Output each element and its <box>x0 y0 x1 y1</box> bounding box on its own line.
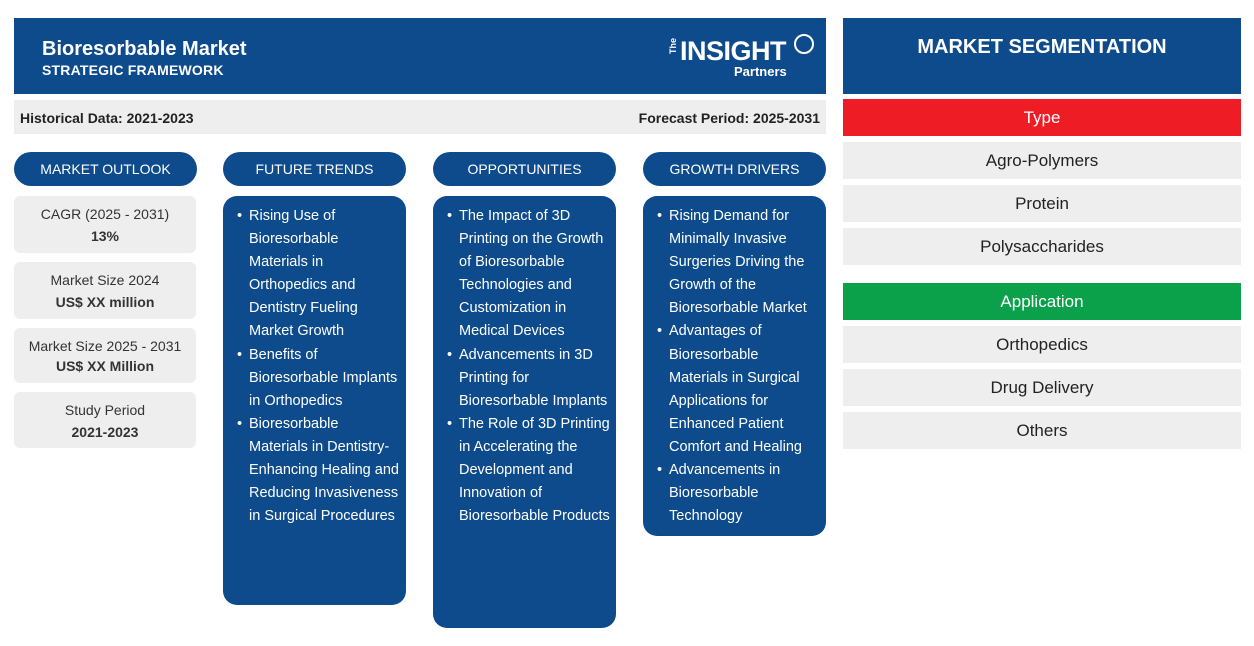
study-period-label: Study Period <box>64 402 146 418</box>
list-item: Advancements in Bioresorbable Technology <box>657 459 820 528</box>
market-size-forecast-box: Market Size 2025 - 2031 US$ XX Million <box>14 328 196 383</box>
logo-insight: INSIGHT <box>680 36 787 66</box>
segment-application-heading: Application <box>843 283 1241 320</box>
market-size-2024-value: US$ XX million <box>55 294 155 310</box>
list-item: Advancements in 3D Printing for Bioresor… <box>447 344 610 413</box>
opportunities-box: The Impact of 3D Printing on the Growth … <box>433 196 616 628</box>
segment-item-orthopedics: Orthopedics <box>843 326 1241 363</box>
segment-item-others: Others <box>843 412 1241 449</box>
segment-item-polysaccharides: Polysaccharides <box>843 228 1241 265</box>
forecast-period: Forecast Period: 2025-2031 <box>638 110 820 126</box>
historical-data: Historical Data: 2021-2023 <box>20 110 194 126</box>
growth-drivers-heading: GROWTH DRIVERS <box>643 152 826 186</box>
list-item: Benefits of Bioresorbable Implants in Or… <box>237 344 400 413</box>
list-item: Rising Use of Bioresorbable Materials in… <box>237 205 400 344</box>
market-size-forecast-value: US$ XX Million <box>55 358 154 374</box>
list-item: Rising Demand for Minimally Invasive Sur… <box>657 205 820 320</box>
market-size-forecast-label: Market Size 2025 - 2031 <box>28 338 182 354</box>
logo-the: The <box>668 38 678 55</box>
future-trends-box: Rising Use of Bioresorbable Materials in… <box>223 196 406 605</box>
market-segmentation-heading: MARKET SEGMENTATION <box>843 18 1241 94</box>
list-item: The Role of 3D Printing in Accelerating … <box>447 413 610 528</box>
growth-drivers-box: Rising Demand for Minimally Invasive Sur… <box>643 196 826 536</box>
logo-partners: Partners <box>734 64 787 79</box>
list-item: The Impact of 3D Printing on the Growth … <box>447 205 610 344</box>
segment-type-heading: Type <box>843 99 1241 136</box>
segment-item-protein: Protein <box>843 185 1241 222</box>
study-period-value: 2021-2023 <box>71 424 139 440</box>
market-size-2024-label: Market Size 2024 <box>50 272 160 288</box>
page-subtitle: STRATEGIC FRAMEWORK <box>42 62 224 78</box>
segment-item-drug-delivery: Drug Delivery <box>843 369 1241 406</box>
cagr-box: CAGR (2025 - 2031) 13% <box>14 196 196 253</box>
cagr-value: 13% <box>90 228 120 244</box>
page-title: Bioresorbable Market <box>42 38 247 60</box>
cagr-label: CAGR (2025 - 2031) <box>40 206 170 222</box>
market-outlook-heading: MARKET OUTLOOK <box>14 152 197 186</box>
list-item: Advantages of Bioresorbable Materials in… <box>657 320 820 459</box>
header-banner: Bioresorbable Market STRATEGIC FRAMEWORK… <box>14 18 826 94</box>
study-period-box: Study Period 2021-2023 <box>14 392 196 448</box>
logo-circle-icon <box>794 34 814 54</box>
future-trends-heading: FUTURE TRENDS <box>223 152 406 186</box>
market-size-2024-box: Market Size 2024 US$ XX million <box>14 262 196 319</box>
opportunities-heading: OPPORTUNITIES <box>433 152 616 186</box>
period-bar: Historical Data: 2021-2023 Forecast Peri… <box>14 100 826 134</box>
list-item: Bioresorbable Materials in Dentistry- En… <box>237 413 400 528</box>
segment-item-agro-polymers: Agro-Polymers <box>843 142 1241 179</box>
insight-partners-logo: The INSIGHT Partners <box>666 32 816 84</box>
